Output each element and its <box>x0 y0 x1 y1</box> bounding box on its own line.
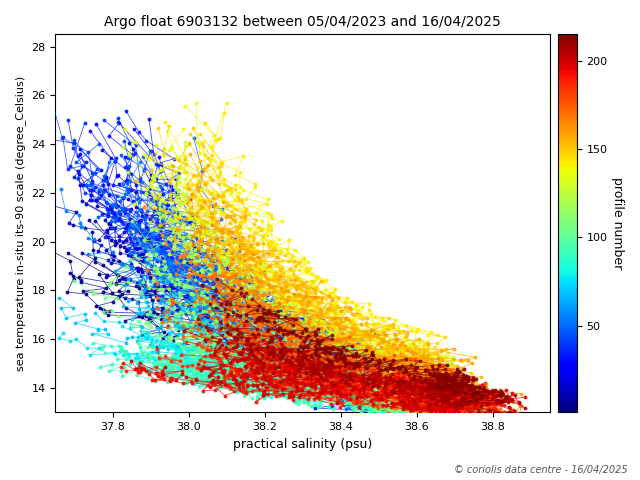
Y-axis label: sea temperature in-situ its-90 scale (degree_Celsius): sea temperature in-situ its-90 scale (de… <box>15 76 26 371</box>
Text: © coriolis data centre - 16/04/2025: © coriolis data centre - 16/04/2025 <box>454 465 627 475</box>
Title: Argo float 6903132 between 05/04/2023 and 16/04/2025: Argo float 6903132 between 05/04/2023 an… <box>104 15 501 29</box>
X-axis label: practical salinity (psu): practical salinity (psu) <box>233 438 372 451</box>
Y-axis label: profile number: profile number <box>611 177 625 269</box>
